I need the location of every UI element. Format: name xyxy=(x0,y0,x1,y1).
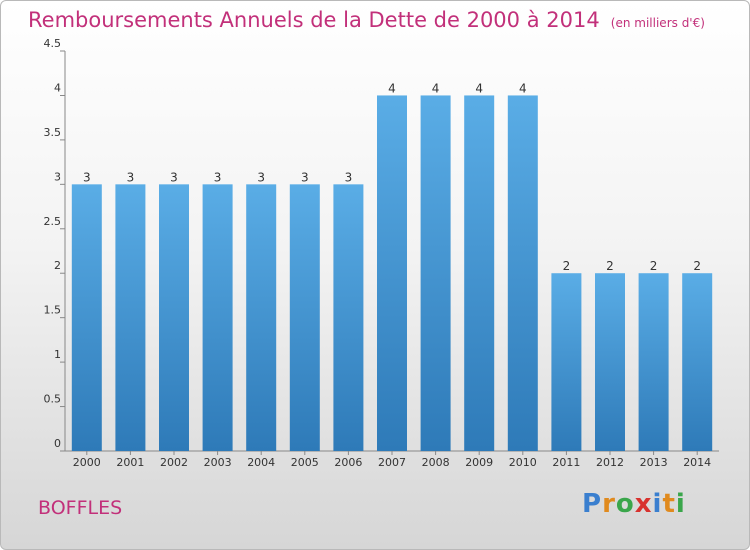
y-tick-label: 2 xyxy=(54,259,61,272)
bar xyxy=(202,184,233,452)
logo-letter: x xyxy=(634,489,653,519)
data-label: 4 xyxy=(519,81,527,95)
x-tick-label: 2010 xyxy=(509,456,537,469)
data-label: 2 xyxy=(693,259,701,273)
bar xyxy=(289,184,320,452)
x-tick-label: 2014 xyxy=(683,456,711,469)
bar xyxy=(115,184,146,452)
chart-labels: 2000 3 2001 3 2002 3 2003 3 2004 3 2005 3 2006 3 2007 4… xyxy=(73,81,711,469)
data-label: 4 xyxy=(475,81,483,95)
bar xyxy=(246,184,277,452)
x-tick-label: 2005 xyxy=(291,456,319,469)
bar xyxy=(464,95,495,451)
x-tick-label: 2006 xyxy=(334,456,362,469)
y-tick-label: 2.5 xyxy=(44,215,62,228)
y-tick-label: 4 xyxy=(54,81,61,94)
bar xyxy=(71,184,102,452)
bar xyxy=(420,95,451,451)
data-label: 2 xyxy=(650,259,658,273)
data-label: 2 xyxy=(563,259,571,273)
commune-name: BOFFLES xyxy=(38,497,123,519)
bar xyxy=(638,273,669,451)
bar xyxy=(159,184,189,452)
y-tick-label: 0.5 xyxy=(44,393,62,406)
logo-letter: r xyxy=(602,489,616,519)
bar xyxy=(377,95,407,451)
data-label: 4 xyxy=(432,81,440,95)
x-tick-label: 2002 xyxy=(160,456,188,469)
y-tick-label: 1.5 xyxy=(44,304,62,317)
chart-title: Remboursements Annuels de la Dette de 20… xyxy=(28,8,705,32)
x-tick-label: 2001 xyxy=(116,456,144,469)
logo-letter: i xyxy=(652,489,663,519)
data-label: 2 xyxy=(606,259,614,273)
logo-letter: P xyxy=(582,489,603,519)
chart-title-main: Remboursements Annuels de la Dette de 20… xyxy=(28,8,600,32)
x-tick-label: 2000 xyxy=(73,456,101,469)
y-tick-label: 3 xyxy=(54,170,61,183)
logo-letter: i xyxy=(675,489,686,519)
x-tick-label: 2004 xyxy=(247,456,275,469)
data-label: 3 xyxy=(257,170,265,184)
x-tick-label: 2003 xyxy=(204,456,232,469)
bar xyxy=(595,273,625,451)
data-label: 3 xyxy=(83,170,91,184)
proxiti-logo: Proxiti xyxy=(582,489,686,519)
data-label: 3 xyxy=(170,170,178,184)
data-label: 4 xyxy=(388,81,396,95)
data-label: 3 xyxy=(345,170,353,184)
chart-title-unit: (en milliers d'€) xyxy=(610,16,705,30)
y-tick-label: 3.5 xyxy=(44,126,62,139)
x-tick-label: 2012 xyxy=(596,456,624,469)
x-tick-label: 2013 xyxy=(640,456,668,469)
logo-letter: o xyxy=(615,489,635,519)
x-tick-label: 2011 xyxy=(552,456,580,469)
bar xyxy=(551,273,582,451)
bar xyxy=(507,95,538,451)
x-tick-label: 2007 xyxy=(378,456,406,469)
data-label: 3 xyxy=(127,170,135,184)
y-tick-label: 0 xyxy=(54,437,61,450)
y-tick-label: 4.5 xyxy=(44,37,62,50)
bar xyxy=(682,273,713,451)
x-tick-label: 2009 xyxy=(465,456,493,469)
x-tick-label: 2008 xyxy=(422,456,450,469)
bar xyxy=(333,184,364,452)
y-tick-label: 1 xyxy=(54,348,61,361)
data-label: 3 xyxy=(214,170,222,184)
data-label: 3 xyxy=(301,170,309,184)
chart-bars xyxy=(71,95,713,452)
logo-letter: t xyxy=(662,489,676,519)
